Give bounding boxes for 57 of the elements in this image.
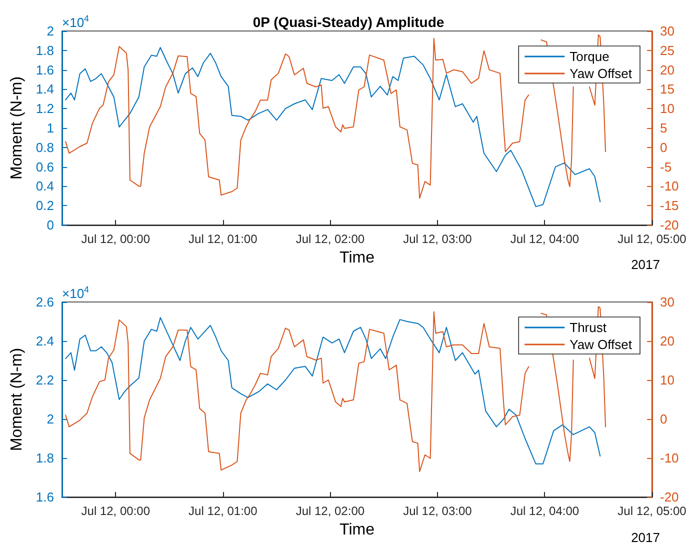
x-tick-label: Jul 12, 03:00 xyxy=(403,504,472,518)
y2-tick-label: 5 xyxy=(660,120,668,136)
y-axis-title: Moment (N-m) xyxy=(8,348,26,452)
y2-tick-label: 20 xyxy=(660,62,674,78)
y2-tick-label: -10 xyxy=(660,178,679,194)
x-axis-title: Time xyxy=(340,249,375,266)
y-tick-label: 2 xyxy=(46,412,54,426)
y2-tick-label: -15 xyxy=(660,198,679,214)
y2-tick-label: 20 xyxy=(660,334,674,348)
y-tick-label: 0 xyxy=(46,218,54,232)
y-tick-label: 1.6 xyxy=(36,490,54,504)
y-tick-label: 0.4 xyxy=(36,178,54,194)
x-axis-title: Time xyxy=(340,521,375,538)
y-tick-label: 0.2 xyxy=(36,198,54,214)
y2-tick-label: 10 xyxy=(660,101,674,116)
x-tick-label: Jul 12, 00:00 xyxy=(81,232,150,246)
y-tick-label: 1.8 xyxy=(36,42,54,58)
legend-label: Yaw Offset xyxy=(570,337,632,352)
y2-tick-label: 10 xyxy=(660,372,674,388)
y2-tick-label: -20 xyxy=(660,218,679,232)
y-axis-title: Moment (N-m) xyxy=(8,76,26,180)
x-tick-label: Jul 12, 00:00 xyxy=(81,504,150,518)
y-tick-label: 1.2 xyxy=(36,101,54,116)
legend-label: Yaw Offset xyxy=(570,66,632,81)
y2-tick-label: -5 xyxy=(660,159,672,174)
y2-tick-label: 15 xyxy=(660,82,674,97)
y-tick-label: 0.8 xyxy=(36,140,54,155)
y2-tick-label: -10 xyxy=(660,450,679,466)
y-tick-label: 2.2 xyxy=(36,372,54,388)
y2-tick-label: -20 xyxy=(660,490,679,504)
text: 2017 xyxy=(631,257,660,272)
y2-tick-label: 25 xyxy=(660,42,674,58)
y-tick-label: 1.8 xyxy=(36,450,54,466)
x-tick-label: Jul 12, 05:00 xyxy=(618,504,687,518)
y2-tick-label: 0 xyxy=(660,412,668,426)
x-tick-label: Jul 12, 03:00 xyxy=(403,232,472,246)
x-tick-label: Jul 12, 01:00 xyxy=(188,232,258,246)
text: 2017 xyxy=(631,530,660,545)
y-tick-label: 1.6 xyxy=(36,62,54,78)
x-tick-label: Jul 12, 02:00 xyxy=(296,504,365,518)
legend-label: Torque xyxy=(570,49,610,64)
chart-title: 0P (Quasi-Steady) Amplitude xyxy=(252,14,444,30)
x-tick-label: Jul 12, 05:00 xyxy=(618,232,687,246)
y-tick-label: 2.4 xyxy=(36,334,54,348)
x-tick-label: Jul 12, 02:00 xyxy=(296,232,365,246)
y2-tick-label: 30 xyxy=(660,24,674,38)
x-tick-label: Jul 12, 01:00 xyxy=(188,504,258,518)
y-tick-label: 0.6 xyxy=(36,159,54,174)
y-tick-label: 2.6 xyxy=(36,294,54,310)
y-tick-label: 1.4 xyxy=(36,82,54,97)
y2-tick-label: 30 xyxy=(660,294,674,310)
y-tick-label: 1 xyxy=(46,120,54,136)
x-tick-label: Jul 12, 04:00 xyxy=(510,232,580,246)
y-tick-label: 2 xyxy=(46,24,54,38)
y2-tick-label: 0 xyxy=(660,140,668,155)
x-tick-label: Jul 12, 04:00 xyxy=(510,504,580,518)
legend-label: Thrust xyxy=(570,320,607,335)
